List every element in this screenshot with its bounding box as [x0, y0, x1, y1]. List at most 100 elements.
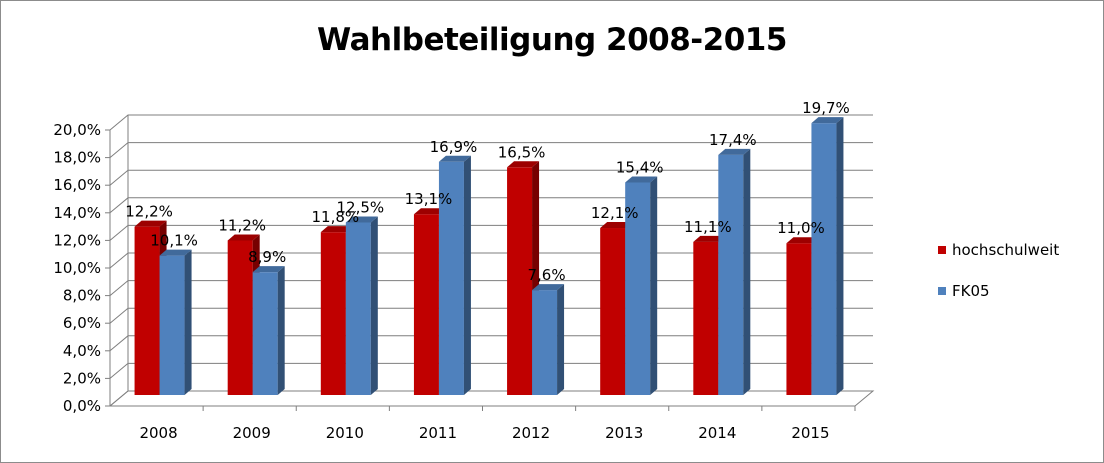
- bar-fk05-2009[interactable]: [252, 266, 285, 395]
- data-label: 10,1%: [150, 232, 198, 250]
- bar-front: [625, 182, 651, 395]
- gridline: [109, 142, 873, 158]
- bar-top: [345, 216, 378, 223]
- bar-fk05-2013[interactable]: [625, 176, 658, 395]
- y-tick-label: 4,0%: [63, 342, 101, 360]
- legend-label-hochschulweit: hochschulweit: [952, 241, 1060, 259]
- bar-side: [836, 117, 844, 395]
- gridline: [109, 280, 873, 296]
- bar-front: [320, 232, 346, 395]
- bar-front: [532, 290, 558, 395]
- bar-side: [557, 284, 565, 395]
- gridline: [109, 252, 873, 269]
- legend-item-fk05[interactable]: FK05: [938, 279, 1098, 303]
- data-label: 11,2%: [218, 216, 266, 234]
- gridline: [109, 197, 873, 214]
- y-tick-label: 12,0%: [53, 231, 101, 249]
- bars: [134, 117, 844, 396]
- data-label: 7,6%: [528, 266, 566, 284]
- bar-front: [227, 240, 253, 395]
- x-category-label: 2014: [698, 424, 736, 442]
- data-label: 15,4%: [616, 158, 664, 176]
- bar-top: [600, 222, 633, 229]
- gridline: [109, 335, 873, 352]
- bar-fk05-2011[interactable]: [438, 155, 471, 395]
- bar-top: [252, 266, 285, 273]
- bar-top: [320, 226, 353, 233]
- bar-side: [650, 176, 658, 395]
- bar-top: [134, 220, 167, 227]
- data-label: 12,5%: [336, 199, 384, 217]
- gridline: [109, 362, 873, 379]
- y-tick-label: 6,0%: [63, 314, 101, 332]
- legend-item-hochschulweit[interactable]: hochschulweit: [938, 238, 1098, 262]
- y-tick-label: 16,0%: [53, 176, 101, 194]
- data-label: 13,1%: [405, 190, 453, 208]
- bar-front: [786, 243, 812, 395]
- data-label: 12,1%: [591, 204, 639, 222]
- bar-side: [743, 148, 751, 395]
- bar-top: [625, 176, 658, 183]
- data-label: 8,9%: [248, 248, 286, 266]
- bar-front: [693, 241, 719, 395]
- bar-front: [600, 228, 626, 395]
- x-category-label: 2011: [419, 424, 457, 442]
- x-category-label: 2013: [605, 424, 643, 442]
- x-category-label: 2009: [233, 424, 271, 442]
- bar-front: [811, 123, 837, 395]
- bar-front: [134, 226, 160, 395]
- gridlines: [109, 114, 873, 407]
- data-label: 19,7%: [802, 99, 850, 117]
- bar-front: [252, 272, 278, 395]
- data-label: 11,8%: [311, 208, 359, 226]
- data-label: 17,4%: [709, 131, 757, 149]
- bar-top: [786, 237, 819, 244]
- x-category-label: 2012: [512, 424, 550, 442]
- bar-fk05-2012[interactable]: [532, 284, 565, 395]
- gridline: [109, 169, 873, 186]
- legend: hochschulweit FK05: [938, 238, 1098, 320]
- bar-fk05-2008[interactable]: [159, 249, 192, 395]
- bar-top: [159, 249, 192, 256]
- plot-floor: [108, 115, 875, 407]
- bar-fk05-2015[interactable]: [811, 117, 844, 395]
- bar-front: [159, 255, 185, 395]
- bar-top: [693, 235, 726, 242]
- bar-side: [370, 216, 378, 395]
- bar-front: [345, 222, 371, 395]
- x-category-label: 2015: [791, 424, 829, 442]
- data-label: 12,2%: [125, 203, 173, 221]
- gridline: [109, 307, 873, 324]
- gridline: [109, 390, 873, 407]
- bar-top: [811, 117, 844, 124]
- bar-top: [227, 234, 260, 241]
- y-tick-label: 8,0%: [63, 287, 101, 305]
- bar-front: [413, 214, 439, 395]
- x-category-labels: 2008 2009 2010 2011 2012 2013 2014 2015: [139, 424, 829, 442]
- data-labels: 12,2% 10,1% 11,2% 8,9% 11,8%12,5% 13,1% 16,9% 1…: [125, 99, 850, 284]
- bar-side: [184, 249, 192, 395]
- gridline: [109, 114, 873, 131]
- bar-top: [532, 284, 565, 291]
- bar-top: [718, 148, 751, 155]
- axes: [105, 115, 875, 411]
- data-label: 16,9%: [430, 138, 478, 156]
- bar-top: [438, 155, 471, 162]
- y-tick-label: 0,0%: [63, 397, 101, 415]
- y-tick-label: 2,0%: [63, 369, 101, 387]
- bar-front: [507, 167, 533, 395]
- bar-fk05-2010[interactable]: [345, 216, 378, 396]
- y-tick-label: 14,0%: [53, 204, 101, 222]
- bar-front: [438, 161, 464, 395]
- x-category-label: 2010: [326, 424, 364, 442]
- bar-side: [277, 266, 285, 395]
- bar-front: [718, 154, 744, 395]
- y-tick-label: 20,0%: [53, 121, 101, 139]
- legend-swatch-fk05: [938, 287, 946, 295]
- legend-label-fk05: FK05: [952, 282, 990, 300]
- bar-side: [463, 155, 471, 395]
- bar-fk05-2014[interactable]: [718, 148, 751, 395]
- y-tick-label: 18,0%: [53, 149, 101, 167]
- y-tick-label: 10,0%: [53, 259, 101, 277]
